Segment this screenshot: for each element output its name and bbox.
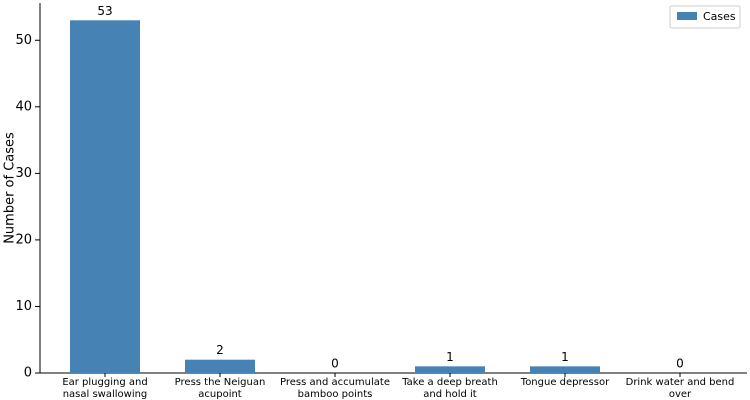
y-tick-label: 0 [24,366,32,381]
y-tick-label: 20 [15,232,32,247]
bar [415,366,485,373]
legend-box [669,5,741,29]
legend-label: Cases [703,10,736,23]
bar [185,359,255,373]
value-label: 2 [216,343,224,357]
bar [530,366,600,373]
y-tick-label: 50 [15,33,32,48]
value-label: 1 [561,350,569,364]
x-tick-label: Take a deep breath and hold it [402,377,498,400]
value-label: 0 [676,357,684,371]
y-axis-label: Number of Cases [3,132,18,244]
y-tick-label: 10 [15,299,32,314]
x-tick-label: Press the Neiguan acupoint [174,377,266,400]
value-label: 53 [97,4,112,18]
y-tick-label: 30 [15,166,32,181]
value-label: 0 [331,357,339,371]
y-tick-label: 40 [15,99,32,114]
legend-swatch [677,12,697,20]
x-tick-label: Drink water and bend over [625,377,735,400]
bar [70,20,140,374]
x-tick-label: Ear plugging and nasal swallowing [62,377,148,400]
x-tick-label: Press and accumulate bamboo points [279,377,390,400]
x-tick-label: Tongue depressor [520,377,610,388]
value-label: 1 [446,350,454,364]
